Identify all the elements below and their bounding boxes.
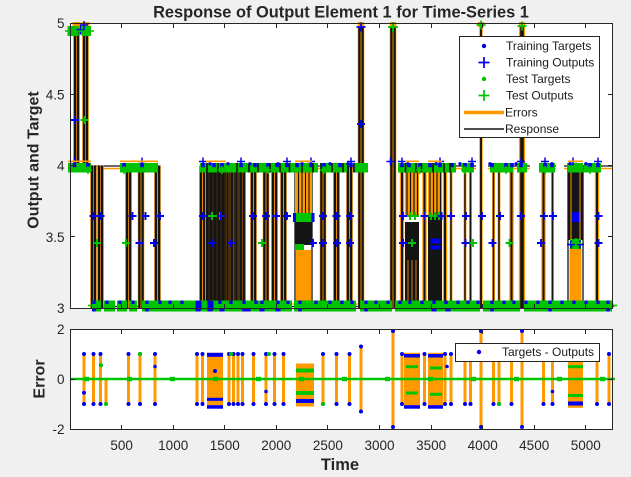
svg-text:Targets - Outputs: Targets - Outputs xyxy=(502,345,594,359)
svg-text:Response of Output Element 1 f: Response of Output Element 1 for Time-Se… xyxy=(153,4,529,22)
svg-text:1000: 1000 xyxy=(158,438,188,453)
svg-text:500: 500 xyxy=(110,438,133,453)
svg-text:Time: Time xyxy=(321,456,359,474)
svg-text:4.5: 4.5 xyxy=(46,87,65,102)
svg-text:5: 5 xyxy=(57,16,65,31)
svg-text:-2: -2 xyxy=(52,422,64,437)
svg-text:2: 2 xyxy=(57,322,65,337)
svg-text:Errors: Errors xyxy=(505,106,538,120)
svg-text:5000: 5000 xyxy=(571,438,601,453)
svg-text:4500: 4500 xyxy=(519,438,549,453)
svg-text:Test Targets: Test Targets xyxy=(506,72,570,86)
svg-text:0: 0 xyxy=(57,372,65,387)
svg-text:4000: 4000 xyxy=(468,438,498,453)
svg-text:Training Targets: Training Targets xyxy=(506,39,591,53)
svg-text:1500: 1500 xyxy=(210,438,240,453)
svg-text:Output and Target: Output and Target xyxy=(26,91,43,229)
svg-text:Response: Response xyxy=(505,122,559,136)
svg-text:3500: 3500 xyxy=(416,438,446,453)
svg-text:4: 4 xyxy=(57,159,65,174)
svg-text:Error: Error xyxy=(32,359,49,398)
svg-text:Test Outputs: Test Outputs xyxy=(506,89,573,103)
svg-text:3.5: 3.5 xyxy=(46,230,65,245)
svg-text:2000: 2000 xyxy=(261,438,291,453)
svg-text:3: 3 xyxy=(57,301,65,316)
svg-text:3000: 3000 xyxy=(364,438,394,453)
svg-text:2500: 2500 xyxy=(313,438,343,453)
svg-text:Training Outputs: Training Outputs xyxy=(506,56,594,70)
